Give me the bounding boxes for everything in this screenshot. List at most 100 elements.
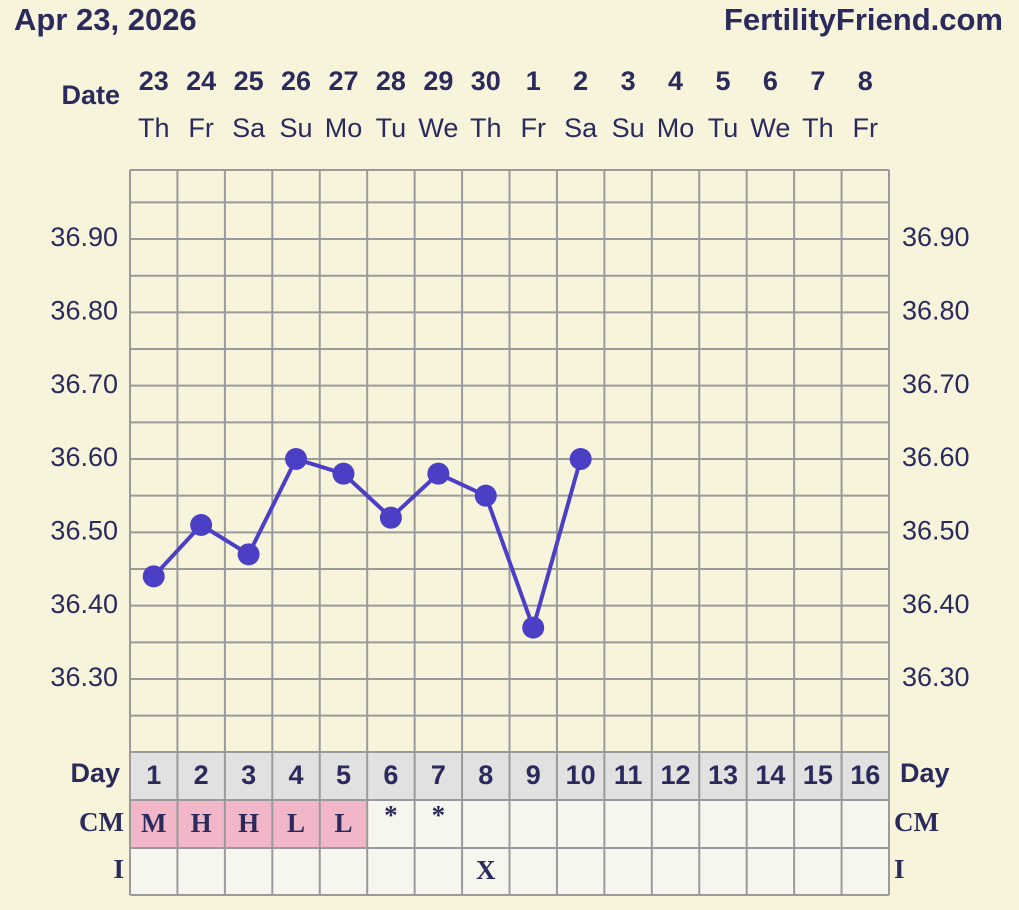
day-cell: [746, 752, 795, 800]
y-tick-label: 36.60: [50, 442, 118, 472]
intercourse-cell: [272, 848, 320, 895]
day-number: 13: [708, 760, 738, 790]
day-cell: [794, 752, 842, 800]
temperature-line: [152, 456, 583, 635]
cm-cell: [130, 800, 178, 848]
day-cell: [367, 752, 415, 800]
date-label: 5: [715, 66, 730, 96]
date-label: 28: [376, 66, 406, 96]
intercourse-cell: [319, 848, 368, 895]
cm-label: CM: [894, 807, 939, 837]
cm-value: *: [432, 800, 446, 830]
weekday-label: We: [750, 113, 790, 143]
day-number: 14: [755, 760, 785, 790]
cm-value: L: [334, 808, 352, 838]
y-tick-label: 36.80: [50, 295, 118, 325]
day-number: 6: [383, 760, 398, 790]
day-cell: [462, 752, 510, 800]
y-tick-label: 36.70: [902, 369, 970, 399]
day-cell: [319, 752, 368, 800]
intercourse-cell: [604, 848, 652, 895]
day-cell: [272, 752, 320, 800]
day-cell: [556, 752, 605, 800]
day-cell: [699, 752, 747, 800]
date-label: 23: [139, 66, 169, 96]
y-tick-label: 36.40: [902, 589, 970, 619]
date-label: 3: [621, 66, 636, 96]
day-cell: [414, 752, 463, 800]
day-number: 11: [614, 760, 643, 790]
day-number: 16: [850, 760, 880, 790]
date-label: 6: [763, 66, 778, 96]
y-tick-label: 36.90: [902, 222, 970, 252]
y-tick-label: 36.60: [902, 442, 970, 472]
weekday-label: Th: [470, 113, 502, 143]
day-cell: [651, 752, 700, 800]
cm-cell: [224, 800, 273, 848]
day-number: 4: [289, 760, 304, 790]
cm-cell: [841, 800, 889, 848]
cm-cell: [509, 800, 557, 848]
intercourse-cell: [651, 848, 700, 895]
date-label: 8: [858, 66, 873, 96]
temperature-point: [142, 565, 165, 588]
temperature-point: [427, 462, 450, 485]
day-number: 10: [566, 760, 596, 790]
weekday-label: Th: [138, 113, 170, 143]
intercourse-label: I: [894, 854, 905, 884]
intercourse-cell: [177, 848, 225, 895]
intercourse-cell: [794, 848, 842, 895]
weekday-label: Sa: [564, 113, 598, 143]
y-tick-label: 36.30: [902, 662, 970, 692]
cm-value: H: [191, 808, 212, 838]
date-label: Date: [61, 80, 120, 110]
intercourse-cell: [367, 848, 415, 895]
date-label: 30: [471, 66, 501, 96]
day-cell: [509, 752, 557, 800]
intercourse-cell: [556, 848, 605, 895]
date-label: 25: [234, 66, 264, 96]
intercourse-cell: [699, 848, 747, 895]
day-number: 1: [146, 760, 161, 790]
weekday-label: Fr: [520, 113, 545, 143]
intercourse-cell: [841, 848, 889, 895]
date-label: 4: [668, 66, 683, 96]
day-number: 2: [194, 760, 209, 790]
weekday-label: Tu: [376, 113, 407, 143]
cm-cell: [462, 800, 510, 848]
weekday-label: Th: [802, 113, 834, 143]
day-number: 8: [478, 760, 493, 790]
y-tick-label: 36.30: [50, 662, 118, 692]
cm-value: M: [141, 808, 166, 838]
day-number: 15: [803, 760, 833, 790]
day-number: 12: [661, 760, 691, 790]
temperature-point: [474, 484, 497, 507]
weekday-label: Mo: [657, 113, 695, 143]
y-tick-label: 36.80: [902, 295, 970, 325]
cm-value: H: [238, 808, 259, 838]
cm-cell: [556, 800, 605, 848]
day-number: 5: [336, 760, 351, 790]
y-tick-label: 36.70: [50, 369, 118, 399]
intercourse-cell: [130, 848, 178, 895]
temperature-point: [569, 448, 592, 470]
date-label: 24: [186, 66, 216, 96]
day-cell: [604, 752, 652, 800]
temperature-point: [237, 543, 260, 566]
temperature-point: [332, 462, 355, 485]
site-name: FertilityFriend.com: [724, 2, 1003, 37]
cm-cell: [746, 800, 795, 848]
cm-cell: [367, 800, 415, 848]
temperature-point: [379, 506, 402, 529]
temperature-point: [285, 448, 308, 470]
date-label: 29: [423, 66, 453, 96]
day-cell: [177, 752, 225, 800]
intercourse-cell: [414, 848, 463, 895]
y-tick-label: 36.50: [50, 515, 118, 545]
weekday-label: Sa: [232, 113, 266, 143]
intercourse-cell: [509, 848, 557, 895]
weekday-label: Su: [280, 113, 313, 143]
day-cell: [224, 752, 273, 800]
temperature-point: [190, 513, 213, 536]
